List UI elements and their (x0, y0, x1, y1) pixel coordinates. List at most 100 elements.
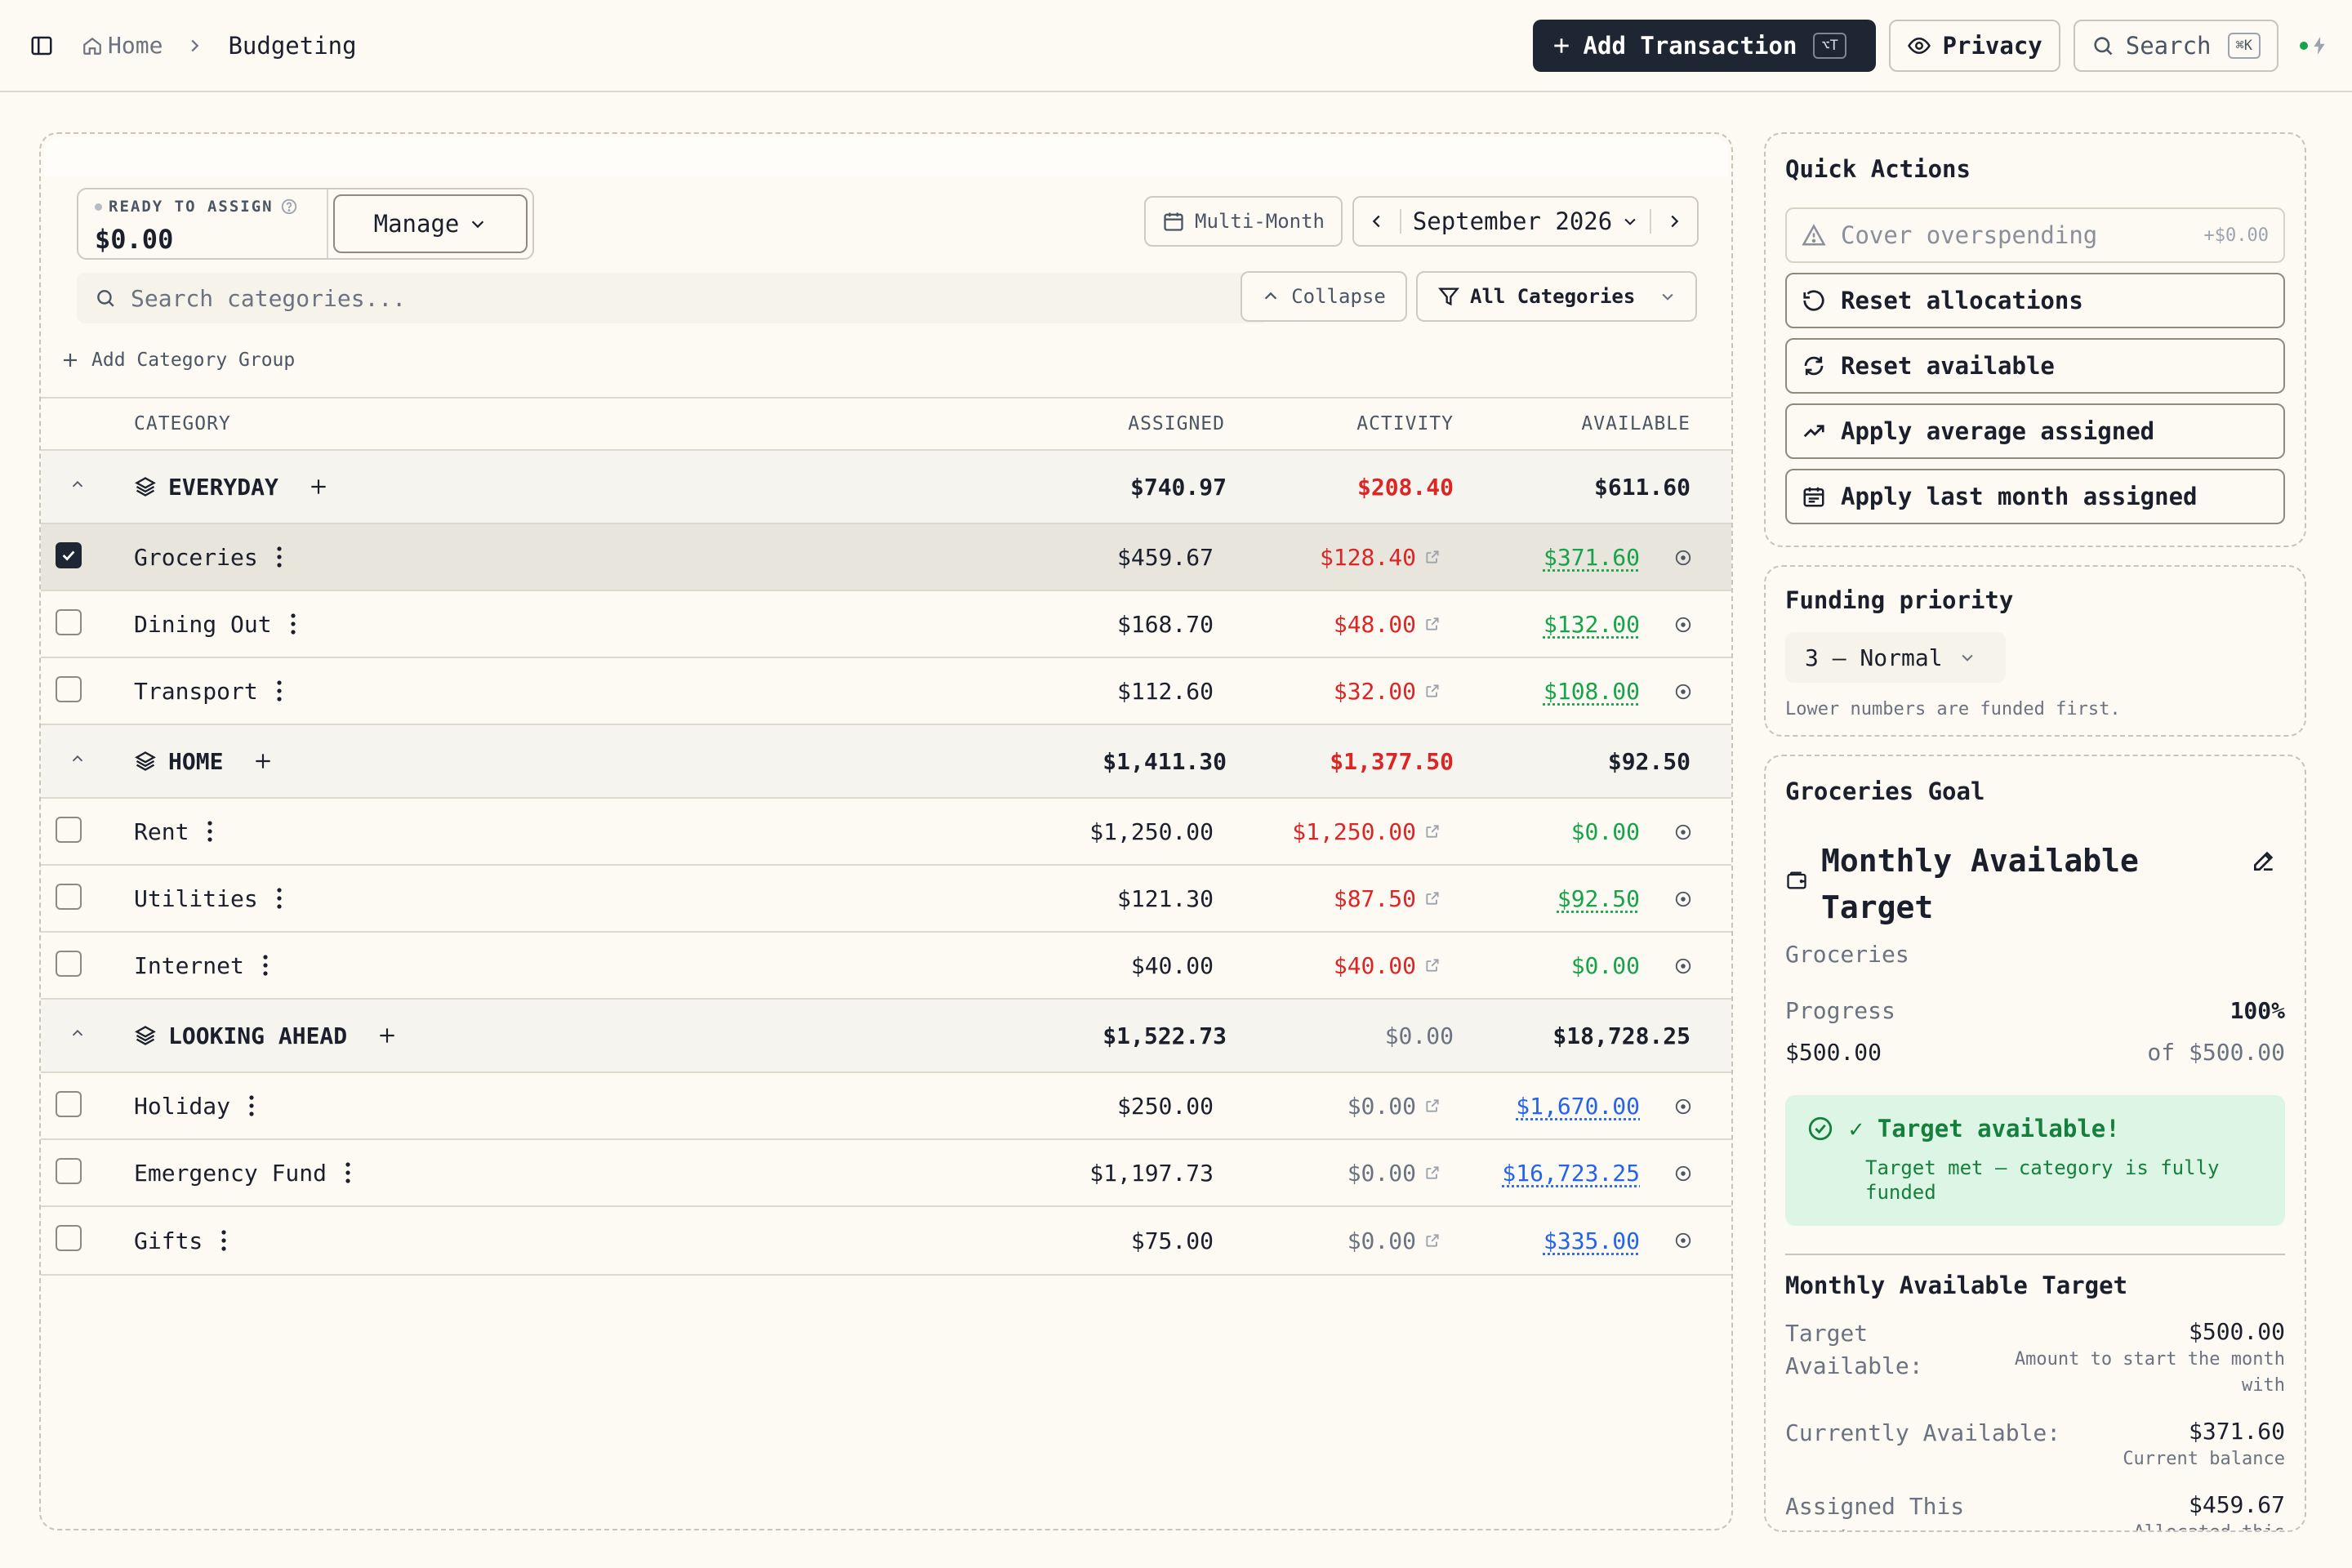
external-link-icon[interactable] (1424, 1098, 1441, 1114)
external-link-icon[interactable] (1424, 1232, 1441, 1249)
sidebar-toggle-icon[interactable] (29, 33, 54, 58)
multi-month-button[interactable]: Multi-Month (1144, 196, 1343, 247)
search-button[interactable]: Search ⌘K (2073, 20, 2278, 72)
category-available[interactable]: $92.50 (1557, 884, 1640, 912)
more-vertical-icon[interactable] (276, 546, 283, 568)
category-row-holiday[interactable]: Holiday $250.00 $0.00 $1,670.00 (41, 1073, 1731, 1140)
category-activity[interactable]: $128.40 (1319, 543, 1416, 571)
info-icon[interactable] (1674, 616, 1692, 634)
info-icon[interactable] (1674, 1098, 1692, 1116)
external-link-icon[interactable] (1424, 957, 1441, 973)
more-vertical-icon[interactable] (345, 1161, 351, 1184)
row-checkbox[interactable] (56, 1225, 82, 1251)
more-vertical-icon[interactable] (262, 954, 269, 977)
apply-average-button[interactable]: Apply average assigned (1785, 403, 2285, 459)
category-row-internet[interactable]: Internet $40.00 $40.00 $0.00 (41, 933, 1731, 1000)
external-link-icon[interactable] (1424, 823, 1441, 840)
chevron-up-icon[interactable] (69, 1024, 87, 1042)
category-available[interactable]: $132.00 (1543, 610, 1640, 638)
category-available[interactable]: $0.00 (1570, 817, 1640, 845)
next-month-button[interactable] (1651, 212, 1697, 230)
month-select[interactable]: September 2026 (1400, 207, 1651, 235)
category-name[interactable]: Rent (134, 817, 189, 845)
category-filter[interactable]: All Categories (1416, 271, 1697, 322)
add-transaction-button[interactable]: Add Transaction ⌥T (1532, 20, 1876, 72)
external-link-icon[interactable] (1424, 683, 1441, 699)
category-activity[interactable]: $1,250.00 (1292, 817, 1416, 845)
category-name[interactable]: Utilities (134, 884, 258, 912)
add-category-icon[interactable] (252, 751, 274, 772)
category-assigned[interactable]: $40.00 (1130, 951, 1214, 979)
row-checkbox[interactable] (56, 1091, 82, 1117)
category-available[interactable]: $335.00 (1543, 1227, 1640, 1254)
row-checkbox[interactable] (56, 951, 82, 977)
category-row-dining-out[interactable]: Dining Out $168.70 $48.00 $132.00 (41, 591, 1731, 658)
chevron-up-icon[interactable] (69, 750, 87, 768)
category-available[interactable]: $108.00 (1543, 677, 1640, 705)
category-available[interactable]: $371.60 (1543, 543, 1640, 571)
category-assigned[interactable]: $250.00 (1116, 1092, 1214, 1120)
category-row-gifts[interactable]: Gifts $75.00 $0.00 $335.00 (41, 1207, 1731, 1274)
add-category-icon[interactable] (308, 476, 329, 497)
category-activity[interactable]: $0.00 (1347, 1092, 1416, 1120)
row-checkbox[interactable] (56, 542, 82, 568)
row-checkbox[interactable] (56, 817, 82, 843)
reset-allocations-button[interactable]: Reset allocations (1785, 273, 2285, 328)
manage-button[interactable]: Manage (333, 194, 528, 253)
prev-month-button[interactable] (1354, 212, 1400, 230)
privacy-button[interactable]: Privacy (1888, 20, 2060, 72)
apply-last-month-button[interactable]: Apply last month assigned (1785, 469, 2285, 524)
chevron-up-icon[interactable] (69, 475, 87, 493)
category-activity[interactable]: $48.00 (1333, 610, 1416, 638)
category-assigned[interactable]: $1,197.73 (1089, 1159, 1214, 1187)
category-name[interactable]: Transport (134, 677, 258, 705)
category-group-home[interactable]: HOME $1,411.30 $1,377.50 $92.50 (41, 725, 1731, 799)
category-row-emergency-fund[interactable]: Emergency Fund $1,197.73 $0.00 $16,723.2… (41, 1140, 1731, 1207)
row-checkbox[interactable] (56, 1158, 82, 1184)
category-row-groceries[interactable]: Groceries $459.67 $128.40 $371.60 (41, 524, 1731, 591)
category-available[interactable]: $1,670.00 (1516, 1092, 1640, 1120)
category-group-looking-ahead[interactable]: LOOKING AHEAD $1,522.73 $0.00 $18,728.25 (41, 1000, 1731, 1073)
category-assigned[interactable]: $168.70 (1116, 610, 1214, 638)
external-link-icon[interactable] (1424, 616, 1441, 632)
more-vertical-icon[interactable] (248, 1094, 255, 1117)
category-activity[interactable]: $40.00 (1333, 951, 1416, 979)
info-icon[interactable] (1674, 957, 1692, 975)
row-checkbox[interactable] (56, 609, 82, 635)
category-name[interactable]: Internet (134, 951, 244, 979)
category-available[interactable]: $0.00 (1570, 951, 1640, 979)
more-vertical-icon[interactable] (276, 679, 283, 702)
info-icon[interactable] (1674, 890, 1692, 908)
breadcrumb-home[interactable]: Home (82, 32, 163, 59)
category-name[interactable]: Holiday (134, 1092, 231, 1120)
row-checkbox[interactable] (56, 884, 82, 910)
category-activity[interactable]: $0.00 (1347, 1159, 1416, 1187)
category-available[interactable]: $16,723.25 (1502, 1159, 1640, 1187)
more-vertical-icon[interactable] (290, 612, 296, 635)
info-icon[interactable] (1674, 1232, 1692, 1250)
category-activity[interactable]: $32.00 (1333, 677, 1416, 705)
cover-overspending-button[interactable]: Cover overspending +$0.00 (1785, 207, 2285, 263)
add-category-group-button[interactable]: Add Category Group (60, 350, 295, 371)
category-group-everyday[interactable]: EVERYDAY $740.97 $208.40 $611.60 (41, 451, 1731, 524)
collapse-button[interactable]: Collapse (1241, 271, 1407, 322)
category-assigned[interactable]: $112.60 (1116, 677, 1214, 705)
add-category-icon[interactable] (376, 1025, 398, 1046)
category-name[interactable]: Groceries (134, 543, 258, 571)
category-activity[interactable]: $0.00 (1347, 1227, 1416, 1254)
edit-icon[interactable] (2251, 848, 2277, 874)
info-icon[interactable] (1674, 823, 1692, 841)
category-assigned[interactable]: $459.67 (1116, 543, 1214, 571)
reset-available-button[interactable]: Reset available (1785, 338, 2285, 394)
category-assigned[interactable]: $75.00 (1130, 1227, 1214, 1254)
info-icon[interactable] (1674, 683, 1692, 701)
category-row-transport[interactable]: Transport $112.60 $32.00 $108.00 (41, 658, 1731, 725)
external-link-icon[interactable] (1424, 1165, 1441, 1181)
more-vertical-icon[interactable] (207, 820, 213, 843)
info-icon[interactable] (1674, 1165, 1692, 1183)
more-vertical-icon[interactable] (276, 887, 283, 910)
external-link-icon[interactable] (1424, 890, 1441, 906)
external-link-icon[interactable] (1424, 549, 1441, 565)
info-icon[interactable] (1674, 549, 1692, 567)
more-vertical-icon[interactable] (220, 1229, 227, 1252)
